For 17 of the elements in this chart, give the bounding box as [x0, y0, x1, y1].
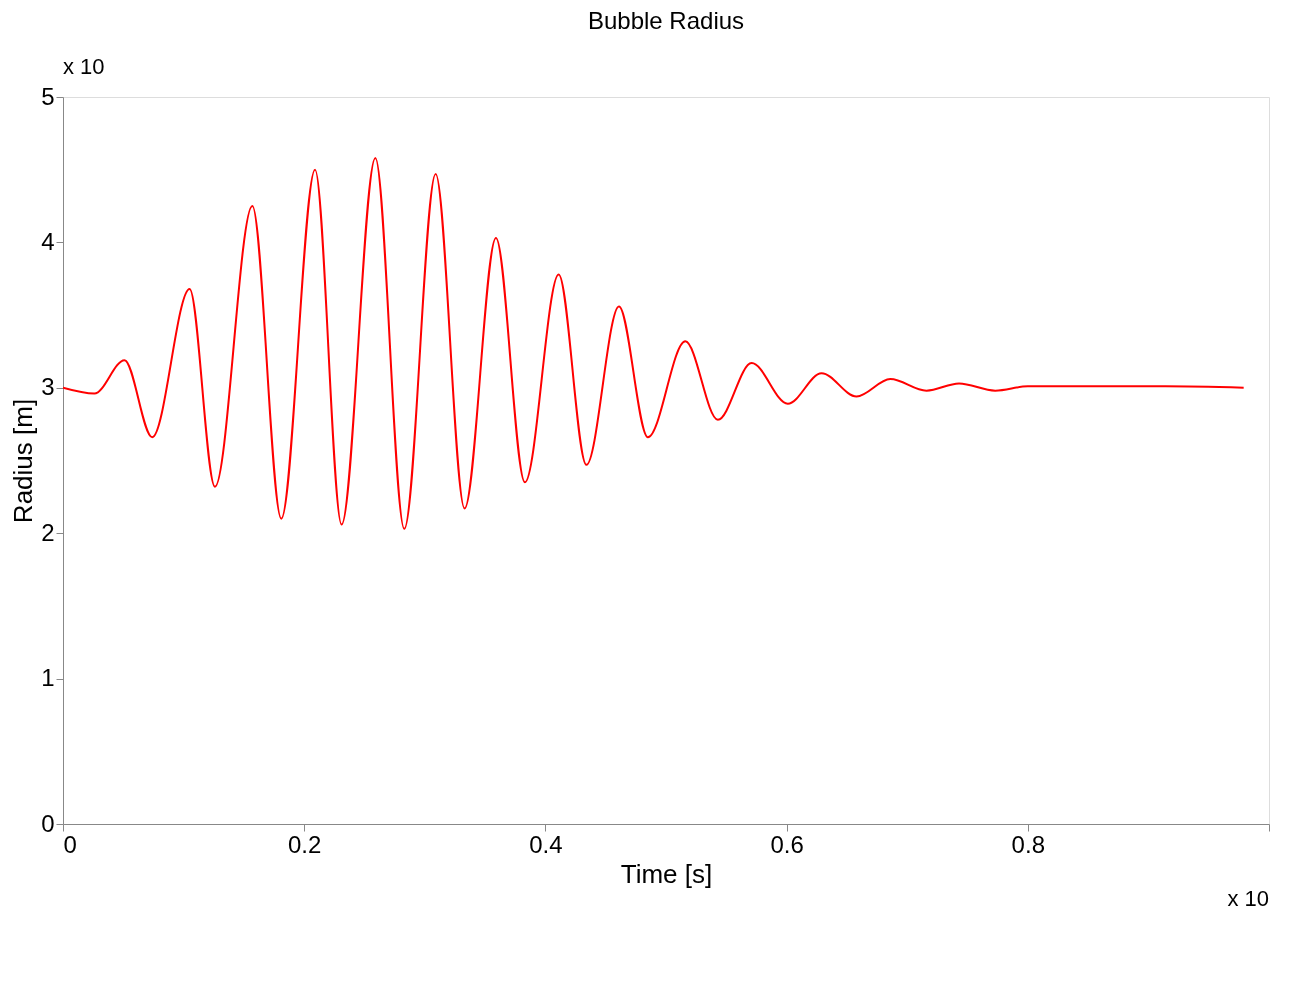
- text: x 10: [1227, 886, 1269, 911]
- chart-title: Bubble Radius: [587, 7, 745, 34]
- y-axis-title: Radius [m]: [8, 398, 39, 524]
- x-tick-label: 0.4: [529, 830, 563, 858]
- y-tick-label: 5: [41, 82, 55, 110]
- x-tick-label: 0.6: [770, 830, 804, 858]
- y-tick-label: 3: [41, 373, 55, 401]
- x-tick-label: 0: [63, 830, 77, 858]
- x-tick-label: 0.8: [1011, 830, 1045, 858]
- x-tick-label: 0.2: [288, 830, 322, 858]
- x-axis-title: Time [s]: [620, 858, 713, 889]
- text: x 10: [63, 54, 105, 79]
- y-tick-label: 4: [41, 227, 55, 255]
- y-tick-label: 1: [41, 664, 55, 692]
- y-tick-label: 2: [41, 518, 55, 546]
- y-tick-label: 0: [41, 809, 55, 837]
- line-series: [63, 157, 1245, 530]
